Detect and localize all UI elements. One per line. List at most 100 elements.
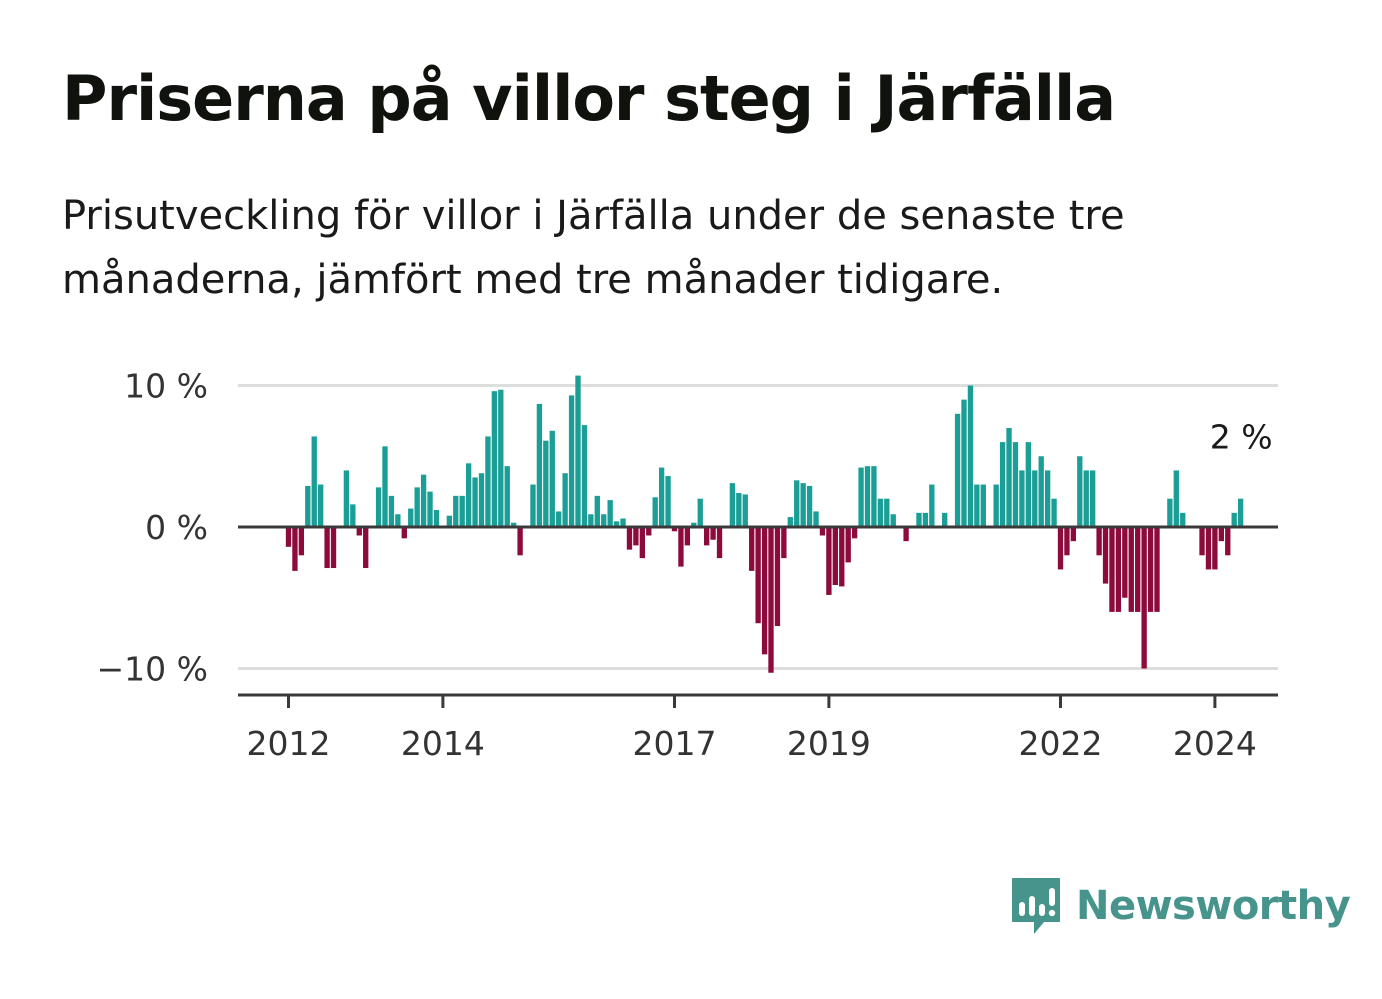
bar xyxy=(1115,527,1122,612)
bar xyxy=(845,527,851,563)
bar xyxy=(433,510,440,527)
bar xyxy=(543,440,549,527)
bars xyxy=(285,375,1244,673)
bar xyxy=(504,466,510,527)
bar xyxy=(819,527,826,536)
bar xyxy=(704,527,710,546)
bar xyxy=(343,470,350,527)
bar xyxy=(864,466,871,527)
bar xyxy=(427,491,433,528)
bar xyxy=(1109,527,1115,612)
bar xyxy=(395,514,401,527)
bar xyxy=(549,430,555,527)
bar xyxy=(954,413,961,527)
bar xyxy=(1154,527,1160,612)
bar xyxy=(697,498,703,527)
bar xyxy=(839,527,845,587)
bar xyxy=(465,463,472,527)
bar xyxy=(781,527,787,559)
bar xyxy=(1135,527,1141,612)
bar xyxy=(742,494,748,527)
bar xyxy=(1051,498,1057,527)
bar xyxy=(729,483,736,527)
bar xyxy=(1212,527,1218,570)
bar xyxy=(562,473,568,527)
bar xyxy=(961,399,967,527)
bar xyxy=(684,527,691,546)
bar xyxy=(942,512,948,527)
bar xyxy=(478,473,485,527)
bar xyxy=(292,527,298,571)
x-tick-label: 2022 xyxy=(1019,724,1103,763)
bar xyxy=(1032,470,1038,527)
bar xyxy=(974,484,980,527)
bar xyxy=(800,483,806,527)
bar xyxy=(1205,527,1212,570)
bar xyxy=(832,527,838,586)
bar xyxy=(530,484,536,527)
bar xyxy=(1199,527,1205,556)
bar xyxy=(536,403,543,527)
bar xyxy=(375,487,382,527)
latest-value-label: 2 % xyxy=(1210,418,1273,457)
bar xyxy=(774,527,781,627)
bar xyxy=(491,391,498,527)
bar xyxy=(626,527,633,550)
bar xyxy=(382,446,388,527)
bar xyxy=(1096,527,1102,556)
bar xyxy=(658,467,665,527)
bar xyxy=(716,527,723,559)
bar xyxy=(1237,498,1244,527)
bar xyxy=(1218,527,1224,542)
bar xyxy=(884,498,890,527)
bar xyxy=(871,466,877,527)
bar xyxy=(1225,527,1231,556)
bar xyxy=(922,512,929,527)
bar xyxy=(903,527,909,542)
bar xyxy=(890,514,896,527)
bar xyxy=(1025,442,1031,527)
bar xyxy=(652,497,658,527)
bar xyxy=(633,527,639,546)
bar xyxy=(755,527,761,624)
bar xyxy=(639,527,645,559)
bar xyxy=(556,511,562,528)
bar xyxy=(356,527,362,536)
bar xyxy=(851,527,858,539)
bar xyxy=(1167,498,1173,527)
bar xyxy=(1070,527,1077,542)
bar xyxy=(1006,427,1012,527)
bar xyxy=(1231,512,1237,527)
bar xyxy=(749,527,755,571)
bar xyxy=(1083,470,1089,527)
bar xyxy=(1141,527,1147,669)
bar xyxy=(568,395,575,527)
bar xyxy=(1064,527,1070,556)
bar xyxy=(1057,527,1064,570)
bar xyxy=(761,527,768,655)
brand-name: Newsworthy xyxy=(1076,883,1351,929)
newsworthy-logo-icon xyxy=(1012,878,1060,934)
bar xyxy=(485,436,491,527)
bar xyxy=(1019,470,1025,527)
bar xyxy=(768,527,774,673)
axes xyxy=(238,525,1278,708)
x-tick-label: 2024 xyxy=(1173,724,1257,763)
x-tick-label: 2014 xyxy=(401,724,485,763)
bar xyxy=(929,484,935,527)
bar xyxy=(588,514,594,527)
bar xyxy=(916,512,922,527)
bar xyxy=(511,522,517,527)
bar xyxy=(620,518,626,527)
bar xyxy=(806,485,813,527)
bar xyxy=(594,495,600,527)
bar xyxy=(517,527,523,556)
bar xyxy=(318,484,324,527)
bar xyxy=(999,442,1006,527)
bar-chart: 10 % 0 % −10 % 2012 2014 2017 2019 2022 2024 2 … xyxy=(97,367,1278,763)
bar xyxy=(1173,470,1179,527)
bar xyxy=(813,511,819,528)
bar xyxy=(1077,456,1083,527)
bar xyxy=(1147,527,1154,612)
bar xyxy=(311,436,317,527)
